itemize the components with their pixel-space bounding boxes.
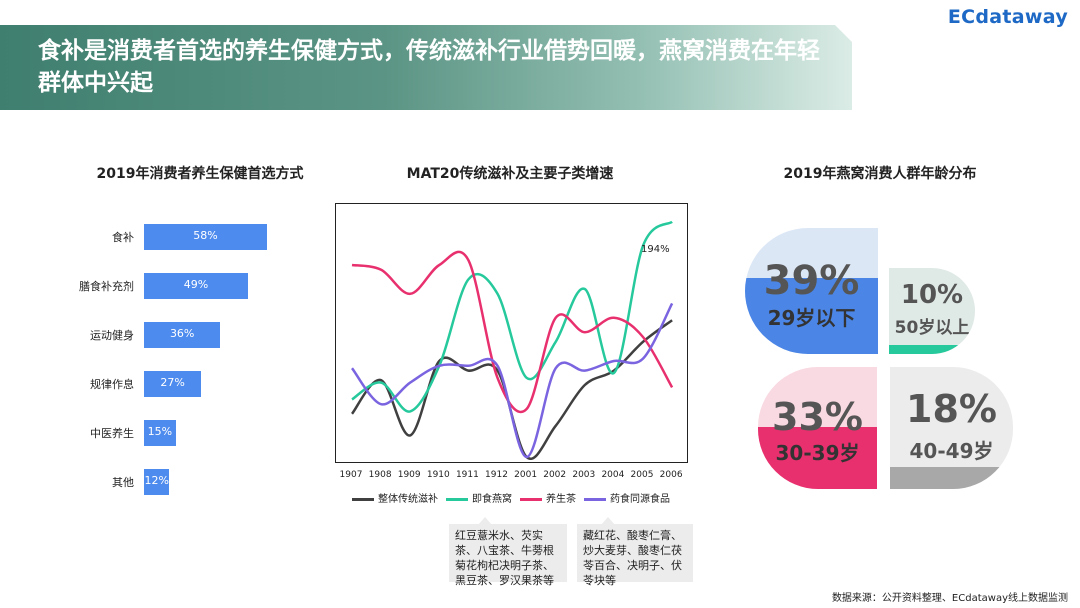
herbal-examples-callout: 藏红花、酸枣仁膏、炒大麦芽、酸枣仁茯苓百合、决明子、伏苓块等 xyxy=(577,524,693,587)
bar: 49% xyxy=(144,273,248,299)
herbal-callout-pointer xyxy=(601,517,615,525)
bar: 58% xyxy=(144,224,267,250)
bar-category-label: 食补 xyxy=(112,231,134,244)
tea-callout-pointer xyxy=(478,517,492,525)
age-segment-over-50: 10% 50岁以上 xyxy=(889,268,975,354)
age-percent-label: 39% xyxy=(763,258,860,304)
bar-category-label: 规律作息 xyxy=(90,378,134,391)
bar-category-label: 其他 xyxy=(112,476,134,489)
x-tick-label: 1908 xyxy=(368,470,392,480)
age-percent-label: 10% xyxy=(900,280,964,310)
bar-row: 运动健身 36% xyxy=(40,322,340,348)
legend-swatch xyxy=(520,497,542,501)
bar-value-label: 58% xyxy=(193,229,218,242)
age-segment-fill xyxy=(758,426,877,489)
page-title: 食补是消费者首选的养生保健方式，传统滋补行业借势回暖，燕窝消费在年轻群体中兴起 xyxy=(38,38,820,96)
bar: 27% xyxy=(144,371,202,397)
bar-category-label: 运动健身 xyxy=(90,329,134,342)
bar: 12% xyxy=(144,469,170,495)
legend-swatch xyxy=(584,497,606,501)
legend-label: 即食燕窝 xyxy=(472,494,512,505)
age-segment-age-40-49: 18% 40-49岁 xyxy=(890,367,1013,489)
x-tick-label: 1912 xyxy=(485,470,508,480)
line-chart-frame: 194% xyxy=(335,203,688,463)
age-group-label: 40-49岁 xyxy=(909,439,994,463)
line-chart-plot: 194% xyxy=(350,220,674,461)
x-tick-label: 2003 xyxy=(572,470,596,480)
legend-swatch xyxy=(446,497,468,501)
legend-label: 养生茶 xyxy=(546,494,576,505)
ecdataway-logo: ECdataway xyxy=(947,6,1068,28)
legend-label: 整体传统滋补 xyxy=(378,494,438,505)
line-chart-title: MAT20传统滋补及主要子类增速 xyxy=(406,166,614,182)
x-tick-label: 2002 xyxy=(543,470,567,480)
age-group-label: 30-39岁 xyxy=(775,441,860,465)
series-line-herbal xyxy=(350,302,674,459)
age-percent-label: 18% xyxy=(906,387,997,431)
age-segment-age-30-39: 33% 30-39岁 xyxy=(758,367,877,489)
age-group-label: 29岁以下 xyxy=(767,306,856,330)
age-chart-title: 2019年燕窝消费人群年龄分布 xyxy=(783,166,977,182)
peak-annotation: 194% xyxy=(641,244,670,255)
bar-row: 膳食补充剂 49% xyxy=(40,273,340,299)
bar-category-label: 中医养生 xyxy=(90,427,134,440)
x-tick-label: 1907 xyxy=(339,470,363,480)
age-segment-fill xyxy=(889,345,975,354)
bar-value-label: 36% xyxy=(169,327,195,340)
legend-item: 整体传统滋补 xyxy=(352,490,438,505)
bar-value-label: 12% xyxy=(144,474,169,487)
data-source-note: 数据来源：公开资料整理、ECdataway线上数据监测 xyxy=(831,593,1068,604)
bar-chart-title: 2019年消费者养生保健首选方式 xyxy=(96,166,304,182)
age-segment-fill xyxy=(745,278,878,354)
x-tick-label: 1911 xyxy=(455,470,479,480)
legend-label: 药食同源食品 xyxy=(610,494,670,505)
line-chart-legend: 整体传统滋补 即食燕窝 养生茶 药食同源食品 xyxy=(352,490,678,505)
bar-row: 规律作息 27% xyxy=(40,371,340,397)
age-segment-under-29: 39% 29岁以下 xyxy=(745,228,878,354)
bar-value-label: 27% xyxy=(160,376,185,389)
legend-item: 药食同源食品 xyxy=(584,490,670,505)
age-group-label: 50岁以上 xyxy=(894,318,970,338)
bar-row: 中医养生 15% xyxy=(40,420,340,446)
x-tick-label: 1910 xyxy=(426,470,450,480)
legend-item: 养生茶 xyxy=(520,490,576,505)
bar-row: 其他 12% xyxy=(40,469,340,495)
x-tick-label: 2005 xyxy=(630,470,654,480)
age-segment-fill xyxy=(890,467,1013,489)
title-banner xyxy=(0,25,852,110)
x-tick-label: 2001 xyxy=(514,470,538,480)
bar: 36% xyxy=(144,322,221,348)
legend-item: 即食燕窝 xyxy=(446,490,512,505)
x-tick-label: 2006 xyxy=(659,470,683,480)
legend-swatch xyxy=(352,497,374,501)
series-line-birdnest xyxy=(351,220,673,413)
x-tick-label: 2004 xyxy=(601,470,625,480)
age-percent-label: 33% xyxy=(772,395,863,439)
bar-value-label: 15% xyxy=(147,425,173,438)
bar-category-label: 膳食补充剂 xyxy=(79,280,134,293)
tea-examples-callout: 红豆薏米水、芡实茶、八宝茶、牛蒡根菊花枸杞决明子茶、黑豆茶、罗汉果茶等 xyxy=(449,524,567,587)
x-tick-label: 1909 xyxy=(397,470,421,480)
bar-row: 食补 58% xyxy=(40,224,340,250)
bar-value-label: 49% xyxy=(183,278,209,291)
bar: 15% xyxy=(144,420,176,446)
series-line-tea xyxy=(351,250,674,414)
